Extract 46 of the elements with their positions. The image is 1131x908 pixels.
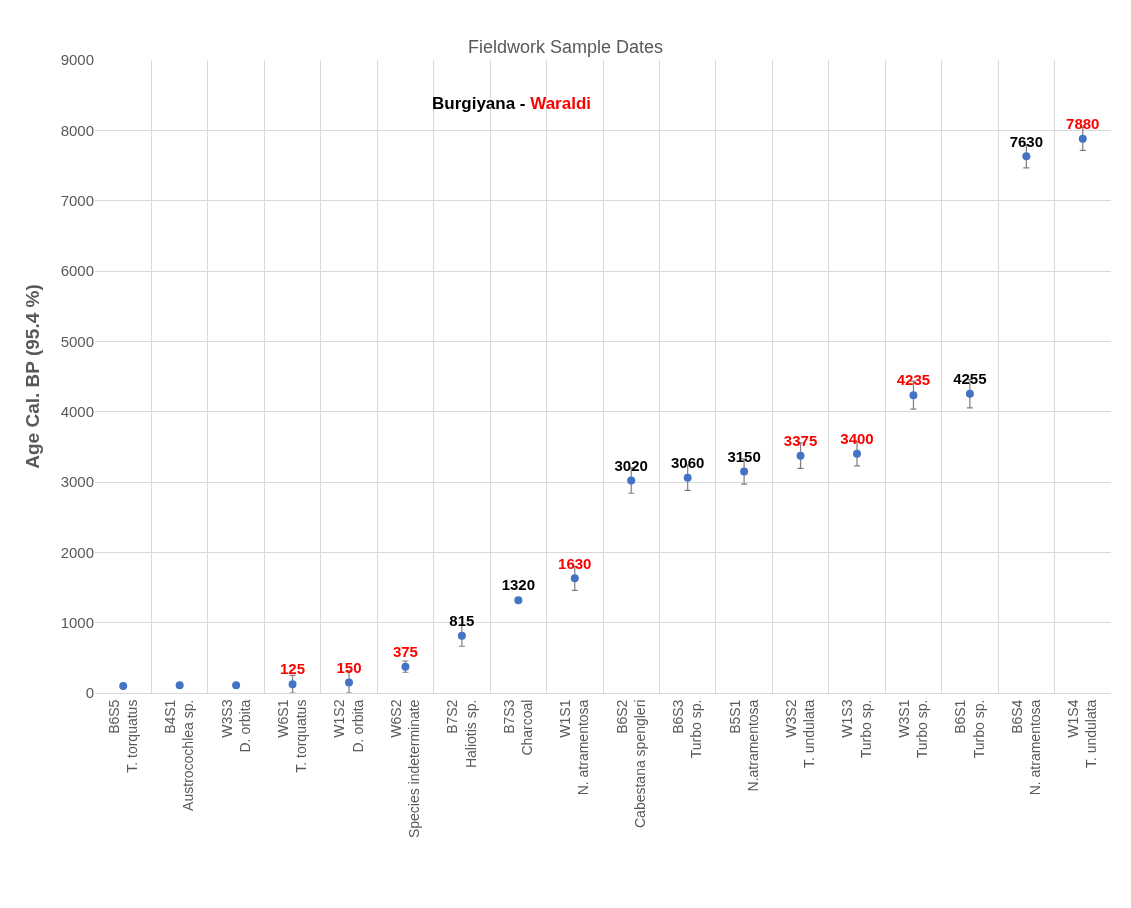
y-tick-label: 2000 <box>60 543 94 561</box>
x-tick-label: B6S4 N. atramentosa <box>1008 699 1043 796</box>
data-label: 1630 <box>558 554 592 572</box>
data-label: 7630 <box>1009 132 1044 150</box>
data-label: 4255 <box>953 369 987 387</box>
text: Burgiyana - Waraldi <box>432 94 592 113</box>
x-tick-label: W6S2 Species indeterminate <box>387 699 423 839</box>
data-label: 4235 <box>896 371 931 389</box>
y-tick-label: 6000 <box>60 262 94 280</box>
data-label: 815 <box>449 611 475 629</box>
x-tick-label: W3S1 Turbo sp. <box>895 699 931 759</box>
x-tick-label: B5S1 N.atramentosa <box>726 699 761 792</box>
x-tick-label: W3S2 T. undulata <box>783 699 818 769</box>
x-tick-label: W6S1 T. torquatus <box>275 699 310 773</box>
y-tick-label: 8000 <box>60 121 94 139</box>
y-tick-label: 0 <box>85 684 94 702</box>
data-label: 150 <box>336 658 362 676</box>
x-tick-label: B6S3 Turbo sp. <box>670 699 705 759</box>
x-tick-label: W1S2 D. orbita <box>331 699 366 753</box>
x-tick-label: B7S2 Haliotis sp. <box>444 699 479 769</box>
data-label: 3375 <box>783 431 818 449</box>
x-tick-label: B4S1 Austrocochlea sp. <box>162 699 197 811</box>
x-tick-label: B6S1 Turbo sp. <box>952 699 987 759</box>
data-label: 1320 <box>501 576 536 594</box>
y-axis-title: Age Cal. BP (95.4 %) <box>22 284 44 469</box>
x-tick-label: B7S3 Charcoal <box>500 699 535 756</box>
data-label: 125 <box>280 660 306 678</box>
x-tick-label: W1S1 N. atramentosa <box>557 699 592 796</box>
y-tick-label: 1000 <box>60 613 94 631</box>
data-label: 3400 <box>840 430 874 448</box>
y-tick-label: 5000 <box>60 332 94 350</box>
data-label: 3060 <box>670 454 705 472</box>
y-tick-label: 4000 <box>60 402 94 420</box>
x-tick-label: W1S3 Turbo sp. <box>839 699 874 759</box>
data-label: 7880 <box>1066 115 1100 133</box>
chart-title: Fieldwork Sample Dates <box>467 37 664 58</box>
y-tick-label: 3000 <box>60 473 94 491</box>
x-tick-label: W1S4 T. undulata <box>1065 699 1100 769</box>
data-label: 3150 <box>727 447 761 465</box>
y-tick-label: 7000 <box>60 191 94 209</box>
data-label: 3020 <box>614 456 648 474</box>
x-tick-label: B6S5 T. torquatus <box>105 699 140 773</box>
x-tick-label: B6S2 Cabestana spengleri <box>613 699 648 829</box>
y-tick-label: 9000 <box>60 51 94 69</box>
data-label: 375 <box>392 642 418 660</box>
x-tick-label: W3S3 D. orbita <box>218 699 253 753</box>
